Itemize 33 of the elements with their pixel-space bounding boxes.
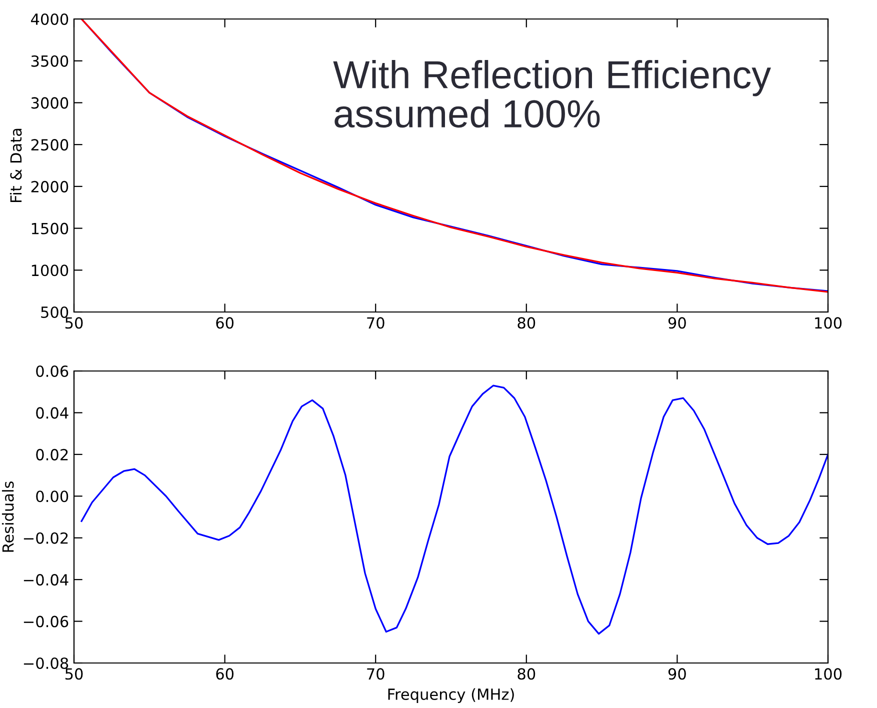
x-tick-label: 100	[815, 668, 842, 680]
x-tick-label: 60	[216, 668, 234, 680]
line-series	[80, 384, 828, 635]
x-tick-label: 50	[65, 317, 83, 329]
x-tick-label: 60	[216, 317, 234, 329]
x-tick-label: 70	[367, 668, 384, 680]
y-tick-label: 3500	[31, 55, 68, 67]
y-tick-label: 1500	[32, 222, 68, 234]
y-tick-label: −0.04	[24, 574, 68, 586]
y-tick-label: 500	[41, 306, 68, 318]
y-tick-label: −0.08	[24, 657, 68, 670]
y-tick-label: −0.06	[24, 616, 68, 628]
y-tick-label: 3000	[31, 97, 68, 109]
y-tick-label: 4000	[31, 13, 68, 26]
y-tick-label: 2000	[31, 180, 68, 192]
y-tick-label: 0.04	[36, 407, 68, 419]
x-axis-title: Frequency (MHz)	[388, 688, 514, 703]
x-tick-label: 50	[65, 668, 83, 680]
x-tick-label: 70	[367, 317, 384, 329]
x-tick-label: 80	[518, 668, 536, 680]
y-axis-title: Fit & Data	[10, 128, 22, 202]
y-tick-label: −0.02	[24, 532, 68, 544]
y-tick-label: 0.00	[36, 490, 68, 502]
y-tick-label: 2500	[31, 139, 68, 151]
x-tick-label: 90	[668, 317, 686, 329]
y-tick-label: 0.02	[36, 448, 68, 460]
x-tick-label: 90	[668, 668, 686, 680]
x-tick-label: 80	[518, 317, 536, 329]
y-tick-label: 0.06	[36, 365, 68, 378]
y-tick-label: 1000	[32, 264, 68, 276]
annotation: With Reflection Efficiency assumed 100%	[333, 60, 771, 128]
x-tick-label: 100	[815, 317, 842, 329]
y-axis-title: Residuals	[2, 482, 14, 552]
